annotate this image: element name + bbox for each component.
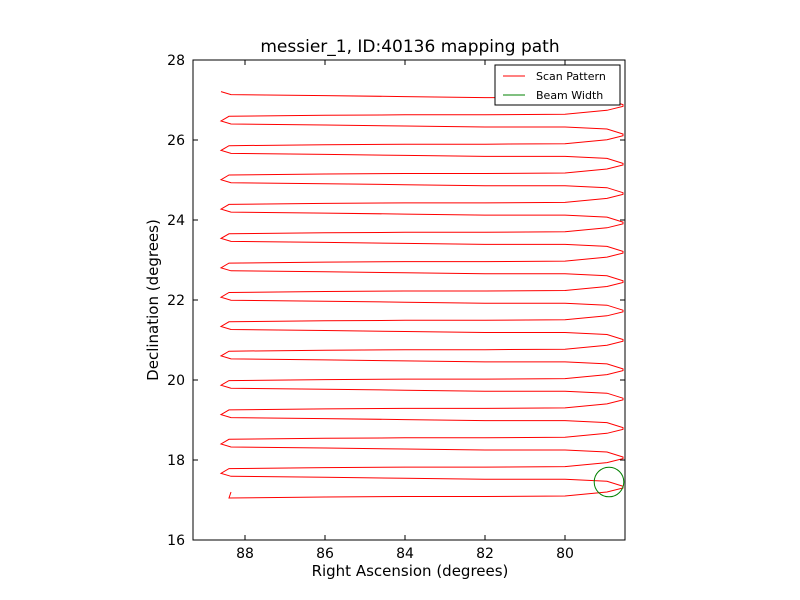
x-tick-label: 86	[316, 546, 334, 562]
scan-pattern-line	[219, 91, 624, 499]
legend-scan-label: Scan Pattern	[536, 70, 606, 83]
x-axis-label: Right Ascension (degrees)	[312, 562, 509, 580]
legend: Scan Pattern Beam Width	[494, 64, 621, 106]
x-tick-label: 80	[556, 546, 574, 562]
beam-width-series	[593, 466, 625, 498]
y-tick-label: 22	[167, 293, 185, 309]
plot-area	[192, 59, 626, 541]
x-axis: 88 86 84 82 80	[236, 60, 574, 562]
y-axis-label: Declination (degrees)	[144, 219, 162, 381]
y-tick-label: 26	[167, 133, 185, 149]
x-tick-label: 84	[396, 546, 414, 562]
x-tick-label: 82	[476, 546, 494, 562]
chart-title: messier_1, ID:40136 mapping path	[260, 37, 559, 57]
y-tick-label: 20	[167, 373, 185, 389]
y-tick-label: 18	[167, 453, 185, 469]
y-tick-label: 16	[167, 533, 185, 549]
x-tick-label: 88	[236, 546, 254, 562]
beam-width-circle	[593, 466, 625, 498]
scan-pattern-series	[219, 91, 624, 499]
legend-beam-label: Beam Width	[536, 89, 603, 102]
legend-box	[494, 64, 621, 106]
y-tick-label: 28	[167, 53, 185, 69]
y-axis: 16 18 20 22 24 26 28	[167, 53, 625, 549]
y-tick-label: 24	[167, 213, 185, 229]
